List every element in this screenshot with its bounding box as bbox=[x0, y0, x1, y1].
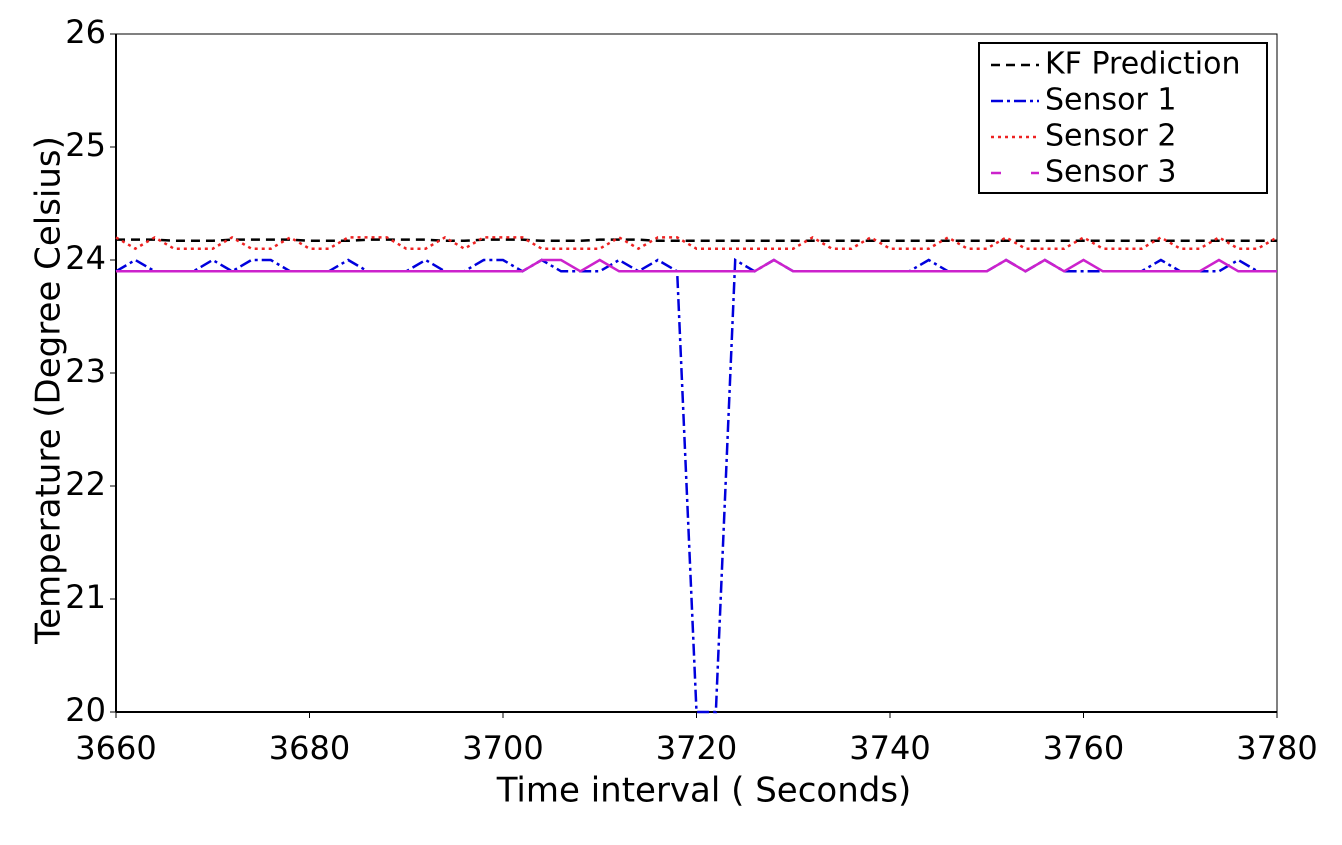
series-line bbox=[116, 238, 1277, 243]
x-tick-label: 3660 bbox=[75, 729, 156, 767]
legend-label: Sensor 2 bbox=[1045, 119, 1176, 154]
legend-label: KF Prediction bbox=[1045, 47, 1241, 82]
legend-box bbox=[978, 42, 1268, 194]
y-tick-label: 21 bbox=[65, 578, 106, 616]
legend-label: Sensor 3 bbox=[1045, 155, 1176, 190]
x-tick-label: 3680 bbox=[269, 729, 350, 767]
y-tick-label: 22 bbox=[65, 465, 106, 503]
series-line bbox=[115, 257, 1277, 714]
x-axis-label: Time interval ( Seconds) bbox=[496, 771, 912, 811]
y-tick-label: 25 bbox=[65, 126, 106, 164]
x-tick-label: 3760 bbox=[1043, 729, 1124, 767]
y-axis-label: Temperature (Degree Celsius) bbox=[29, 136, 69, 645]
x-tick-label: 3740 bbox=[849, 729, 930, 767]
y-tick-label: 26 bbox=[65, 13, 106, 51]
y-tick-label: 20 bbox=[65, 691, 106, 729]
y-tick-label: 24 bbox=[65, 239, 106, 277]
legend-label: Sensor 1 bbox=[1045, 83, 1176, 118]
x-tick-label: 3700 bbox=[462, 729, 543, 767]
series-line bbox=[115, 235, 1278, 251]
y-tick-label: 23 bbox=[65, 352, 106, 390]
series-line bbox=[116, 258, 1277, 273]
x-tick-label: 3780 bbox=[1236, 729, 1317, 767]
x-tick-label: 3720 bbox=[656, 729, 737, 767]
